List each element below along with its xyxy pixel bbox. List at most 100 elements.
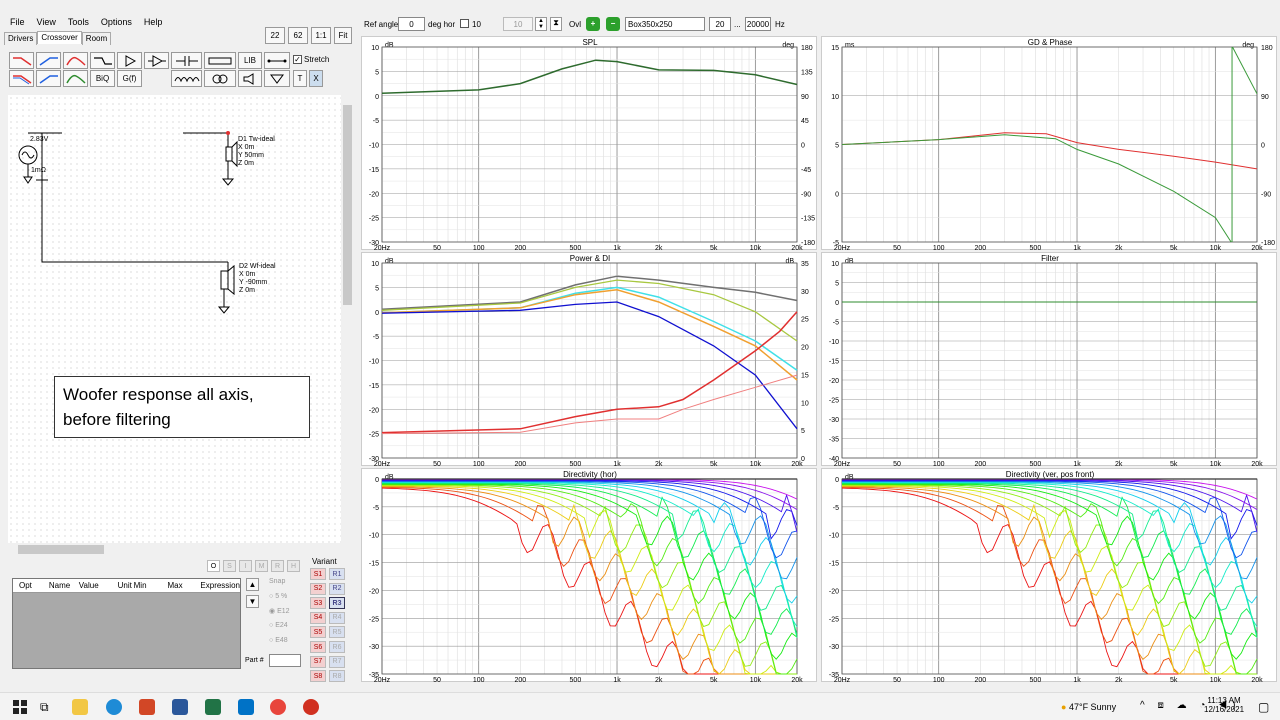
tab-room[interactable]: Room: [81, 32, 112, 45]
move-up-button[interactable]: ▲: [246, 578, 259, 591]
parameter-table[interactable]: Opt Name Value Unit Min Max Expression: [12, 578, 241, 669]
zoom-62-button[interactable]: 62: [288, 27, 308, 44]
task-view-icon[interactable]: ⧉: [40, 700, 49, 714]
variant-r6-button[interactable]: R6: [329, 641, 345, 653]
shelf-button[interactable]: [90, 52, 115, 69]
variant-s6-button[interactable]: S6: [310, 641, 326, 653]
variant-s4-button[interactable]: S4: [310, 611, 326, 624]
library-button[interactable]: LIB: [238, 52, 262, 69]
menu-view[interactable]: View: [36, 17, 56, 27]
schematic-canvas[interactable]: 2.83V 1mΩ D1 Tw-ideal X 0m Y 50mm Z 0m D…: [8, 95, 341, 543]
windows-start-icon[interactable]: [12, 699, 28, 715]
opt-h-button[interactable]: H: [287, 560, 300, 572]
taskbar: ⧉ ● 47°F Sunny ^ ⧈ ☁ ◔ ◀) 11:13 AM 12/16…: [0, 692, 1280, 720]
variant-r3-button[interactable]: R3: [329, 597, 345, 610]
spl-max-checkbox[interactable]: [460, 19, 469, 28]
menu-options[interactable]: Options: [100, 17, 132, 27]
variant-r5-button[interactable]: R5: [329, 626, 345, 639]
chrome-icon[interactable]: [270, 699, 286, 715]
variant-s8-button[interactable]: S8: [310, 670, 326, 683]
schematic-vscrollbar[interactable]: [343, 95, 352, 543]
excel-icon[interactable]: [205, 699, 221, 715]
hscroll-thumb[interactable]: [18, 545, 104, 554]
variant-s1-button[interactable]: S1: [310, 568, 326, 580]
notification-icon[interactable]: ▢: [1258, 700, 1270, 714]
speaker-button[interactable]: [238, 70, 262, 87]
filter-panel[interactable]: Filter dB 10 5 0 -5 -10 -15 -20 -25 -30 -35 -40 20Hz 5…: [821, 252, 1277, 468]
spl-max-spinner[interactable]: ▲ ▼: [535, 17, 547, 31]
opt-m-button[interactable]: M: [255, 560, 268, 572]
word-icon[interactable]: [172, 699, 188, 715]
ovl-remove-icon[interactable]: −: [606, 17, 620, 31]
ovl-add-icon[interactable]: +: [586, 17, 600, 31]
lowpass-1-button[interactable]: [9, 52, 34, 69]
inductor-button[interactable]: [171, 70, 202, 87]
menu-tools[interactable]: Tools: [67, 17, 89, 27]
tab-crossover[interactable]: Crossover: [37, 31, 82, 44]
text-tool-button[interactable]: T: [293, 70, 307, 87]
variant-r1-button[interactable]: R1: [329, 568, 345, 580]
ovl-name-input[interactable]: Box350x250: [625, 17, 705, 31]
directivity-hor-panel[interactable]: Directivity (hor) dB 0 -5 -10 -15 -20 -25 -30 -35…: [361, 468, 817, 684]
directivity-ver-panel[interactable]: Directivity (ver, pos front) dB 0 -5 -10 -15 -…: [821, 468, 1277, 684]
freq-low-input[interactable]: 20: [709, 17, 731, 31]
freq-high-input[interactable]: 20000: [745, 17, 771, 31]
variant-r8-button[interactable]: R8: [329, 670, 345, 683]
opt-r-button[interactable]: R: [271, 560, 284, 572]
snap-e24[interactable]: ○ E24: [269, 622, 288, 629]
menu-help[interactable]: Help: [143, 17, 163, 27]
edge-icon[interactable]: [106, 699, 122, 715]
ref-angle-input[interactable]: 0: [398, 17, 425, 31]
variant-r4-button[interactable]: R4: [329, 611, 345, 624]
capacitor-button[interactable]: [171, 52, 202, 69]
highpass-1-button[interactable]: [36, 52, 61, 69]
gf-button[interactable]: G(f): [117, 70, 142, 87]
opt-o-button[interactable]: O: [207, 560, 220, 572]
scroll-thumb[interactable]: [343, 105, 352, 305]
snap-e12[interactable]: ◉ E12: [269, 607, 290, 615]
variant-s3-button[interactable]: S3: [310, 597, 326, 610]
opt-i-button[interactable]: I: [239, 560, 252, 572]
ground-button[interactable]: [264, 70, 290, 87]
zoom-22-button[interactable]: 22: [265, 27, 285, 44]
part-number-input[interactable]: [269, 654, 301, 667]
bandpass-2-button[interactable]: [63, 70, 88, 87]
variant-s2-button[interactable]: S2: [310, 582, 326, 595]
file-explorer-icon[interactable]: [72, 699, 88, 715]
snap-5pct[interactable]: ○ 5 %: [269, 593, 288, 600]
stretch-checkbox[interactable]: ✓ Stretch: [293, 55, 329, 64]
schematic-hscrollbar[interactable]: [8, 545, 343, 554]
source-resistance-label: 1mΩ: [31, 167, 46, 174]
lowpass-2-button[interactable]: [9, 70, 34, 87]
spl-max-input[interactable]: 10: [503, 17, 533, 31]
buffer-button[interactable]: [144, 52, 169, 69]
variant-s5-button[interactable]: S5: [310, 626, 326, 639]
power-di-panel[interactable]: Power & DI dB dB 10 5 0 -5 -10 -15 -20 -25 -30 35 30 2…: [361, 252, 817, 468]
zoom-1to1-button[interactable]: 1:1: [311, 27, 331, 44]
menu-file[interactable]: File: [10, 17, 25, 27]
bandpass-1-button[interactable]: [63, 52, 88, 69]
variant-r7-button[interactable]: R7: [329, 655, 345, 668]
variant-s7-button[interactable]: S7: [310, 655, 326, 668]
tray-icons[interactable]: ^ ⧈ ☁ ◔ ◀): [1140, 700, 1241, 711]
opt-s-button[interactable]: S: [223, 560, 236, 572]
highpass-2-button[interactable]: [36, 70, 61, 87]
resistor-button[interactable]: [204, 52, 236, 69]
vituixcad-icon[interactable]: [303, 699, 319, 715]
biquad-button[interactable]: BiQ: [90, 70, 115, 87]
snap-e48[interactable]: ○ E48: [269, 636, 288, 644]
powerpoint-icon[interactable]: [139, 699, 155, 715]
outlook-icon[interactable]: [238, 699, 254, 715]
wire-button[interactable]: [264, 52, 290, 69]
amp-button[interactable]: [117, 52, 142, 69]
variant-r2-button[interactable]: R2: [329, 582, 345, 595]
hourglass-icon[interactable]: ⧗: [550, 17, 562, 31]
clock[interactable]: 11:13 AM 12/16/2021: [1204, 696, 1244, 714]
gd-phase-panel[interactable]: GD & Phase ms deg 15 10 5 0 -5 180 90 0 -90 -180 20Hz…: [821, 36, 1277, 252]
zoom-fit-button[interactable]: Fit: [334, 27, 352, 44]
move-down-button[interactable]: ▼: [246, 595, 259, 608]
transformer-button[interactable]: [204, 70, 236, 87]
spl-panel[interactable]: SPL dB deg 10 5 0 -5 -10 -15 -20 -25 -30 180 135 90 45 0…: [361, 36, 817, 252]
x-tool-button[interactable]: X: [309, 70, 323, 87]
tab-drivers[interactable]: Drivers: [4, 32, 38, 45]
